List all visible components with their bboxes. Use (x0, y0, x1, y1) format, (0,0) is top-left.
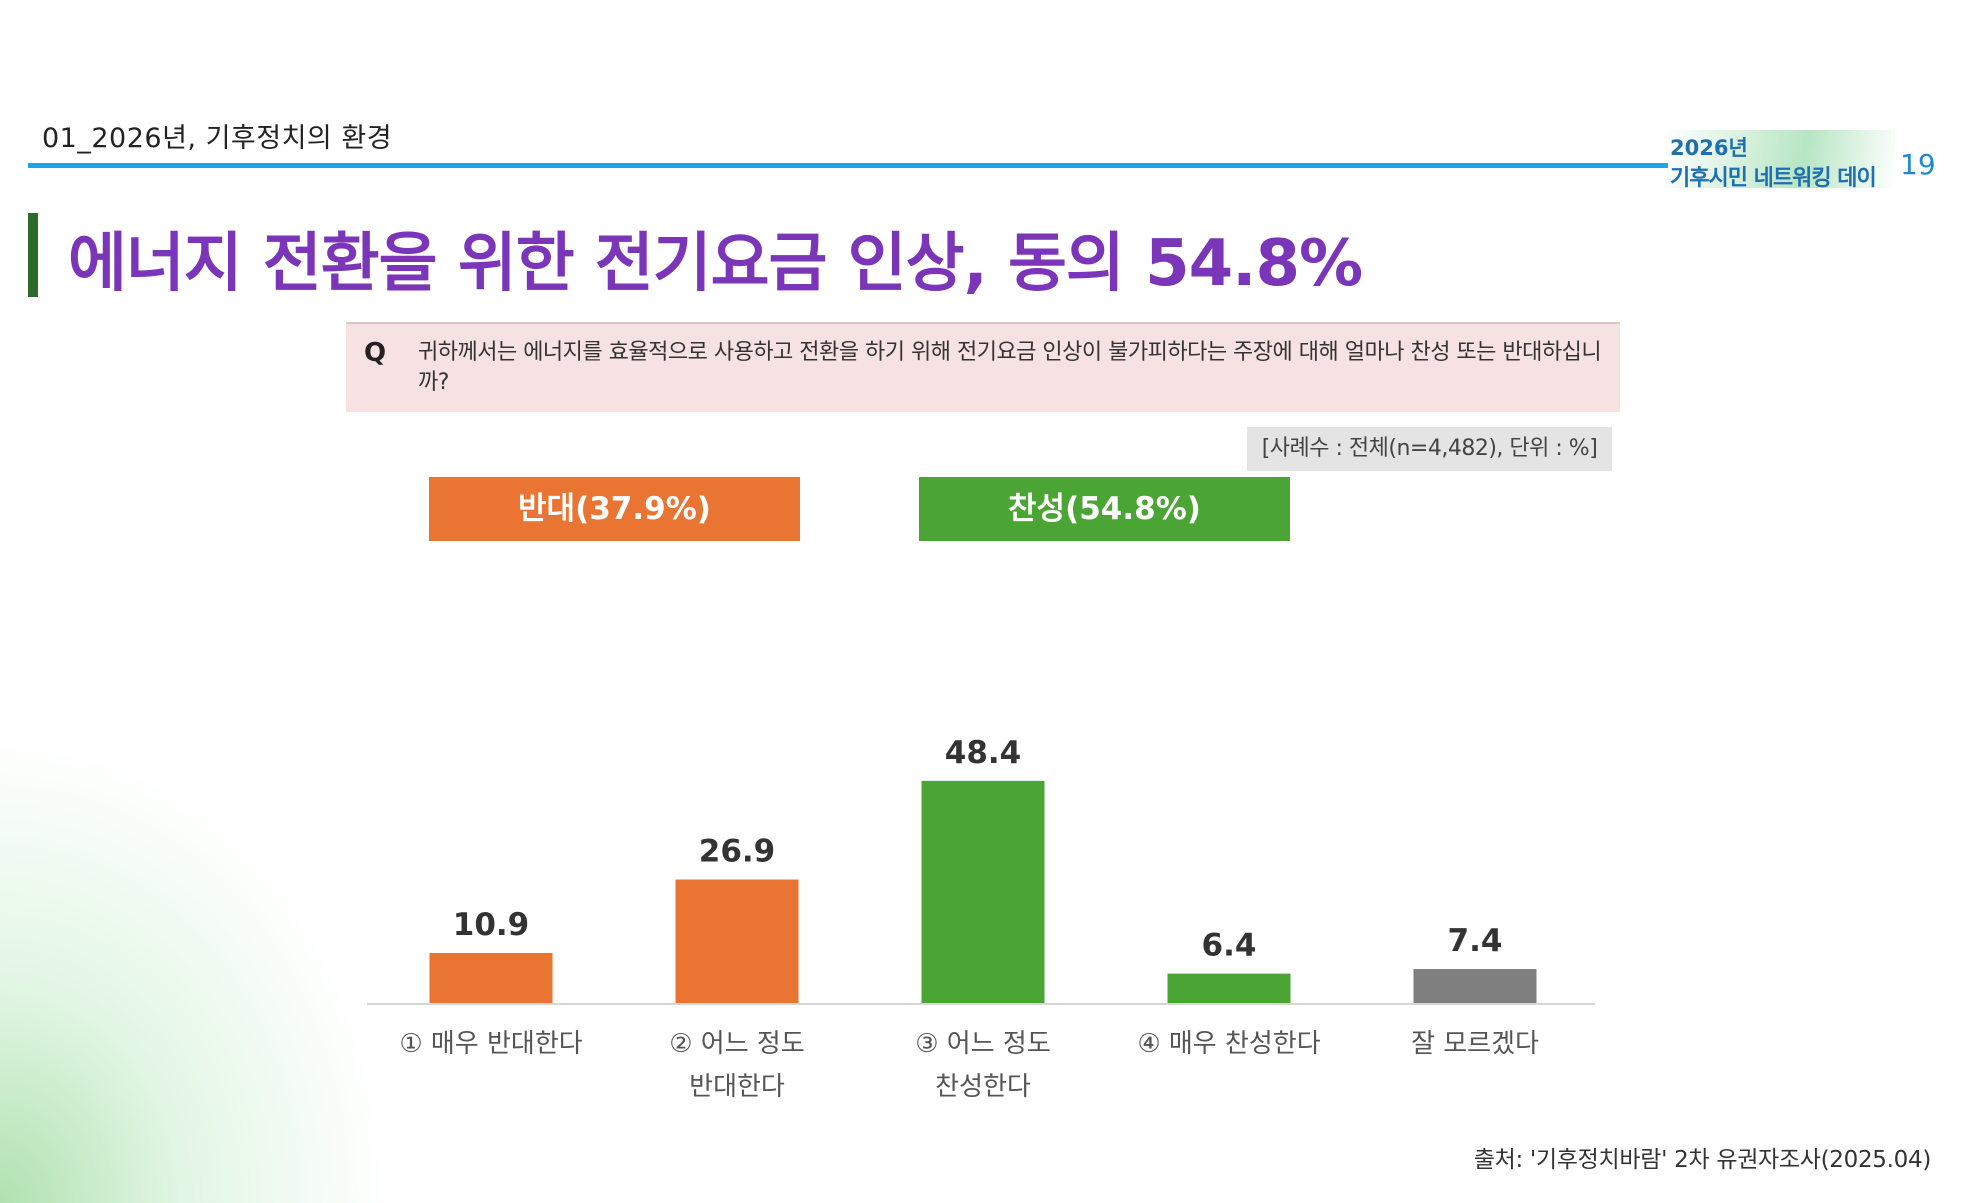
event-logo-name: 기후시민 네트워킹 데이 (1670, 166, 1877, 191)
question-mark: Q (364, 338, 387, 368)
bar-3 (921, 780, 1045, 1003)
category-label-3-line-1: ③ 어느 정도 (915, 1029, 1051, 1059)
data-label-2: 26.9 (699, 834, 776, 870)
page-title: 에너지 전환을 위한 전기요금 인상, 동의 54.8% (68, 227, 1363, 301)
category-label-5-line-1: 잘 모르겠다 (1411, 1029, 1539, 1059)
bar-1 (429, 952, 553, 1003)
data-label-1: 10.9 (453, 907, 530, 943)
bar-2 (675, 879, 799, 1003)
title-accent-bar (28, 213, 38, 297)
section-label: 01_2026년, 기후정치의 환경 (42, 123, 393, 154)
category-label-4-line-1: ④ 매우 찬성한다 (1137, 1029, 1320, 1059)
category-label-3-line-2: 찬성한다 (935, 1072, 1031, 1102)
event-logo-year: 2026년 (1670, 136, 1748, 160)
support-total-badge: 찬성(54.8%) (919, 477, 1290, 541)
page-number: 19 (1900, 148, 1936, 181)
header-divider (28, 163, 1668, 168)
data-label-5: 7.4 (1448, 923, 1503, 959)
question-box: Q 귀하께서는 에너지를 효율적으로 사용하고 전환을 하기 위해 전기요금 인… (346, 322, 1620, 412)
oppose-total-badge: 반대(37.9%) (429, 477, 800, 541)
sample-size-note: [사례수 : 전체(n=4,482), 단위 : %] (1247, 427, 1612, 471)
data-label-4: 6.4 (1202, 928, 1257, 964)
category-label-1-line-1: ① 매우 반대한다 (399, 1029, 582, 1059)
source-note: 출처: '기후정치바람' 2차 유권자조사(2025.04) (1473, 1147, 1932, 1173)
category-label-2-line-2: 반대한다 (689, 1072, 785, 1102)
bar-4 (1167, 973, 1291, 1003)
category-label-2-line-1: ② 어느 정도 (669, 1029, 805, 1059)
bar-5 (1413, 969, 1537, 1003)
data-label-3: 48.4 (945, 735, 1022, 771)
question-text: 귀하께서는 에너지를 효율적으로 사용하고 전환을 하기 위해 전기요금 인상이… (418, 340, 1602, 395)
event-logo: 2026년 기후시민 네트워킹 데이 (1665, 130, 1895, 191)
